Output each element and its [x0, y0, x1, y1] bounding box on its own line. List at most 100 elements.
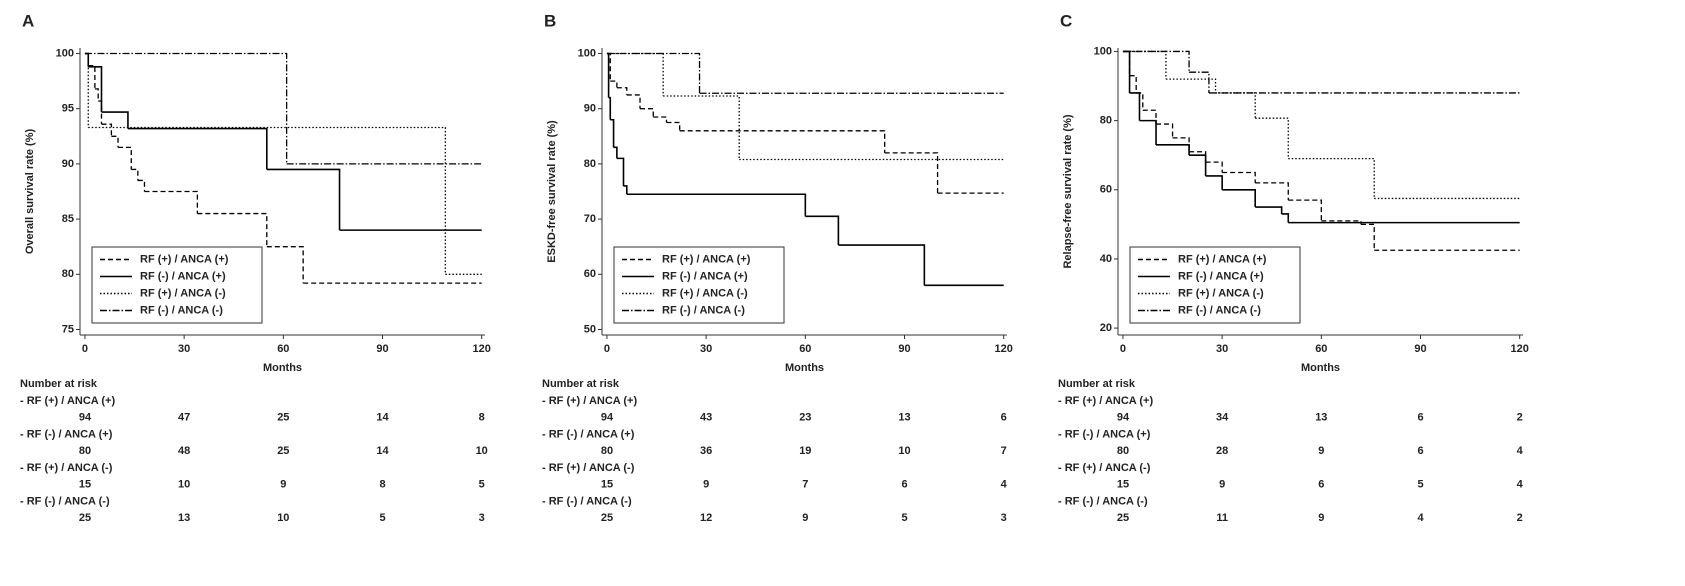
survival-step [640, 108, 654, 117]
survival-step [606, 52, 664, 97]
risk-count: 5 [479, 478, 485, 490]
survival-step [1189, 71, 1210, 93]
y-axis-label: Relapse-free survival rate (%) [1062, 114, 1074, 268]
x-tick-label: 60 [799, 343, 811, 355]
risk-count: 9 [703, 478, 709, 490]
survival-step [88, 126, 446, 275]
risk-count: 19 [799, 445, 811, 457]
risk-count: 28 [1216, 445, 1228, 457]
survival-step [131, 168, 139, 181]
survival-step [118, 146, 132, 170]
risk-count: 25 [277, 445, 289, 457]
survival-step [1129, 92, 1141, 121]
risk-row-label: - RF (+) / ANCA (+) [20, 395, 115, 407]
survival-step [84, 52, 288, 164]
panel-label: C [1060, 11, 1072, 30]
survival-step [88, 65, 103, 113]
x-tick-label: 60 [1315, 343, 1327, 355]
survival-step [679, 130, 886, 153]
legend-label: RF (+) / ANCA (+) [662, 253, 751, 265]
risk-count: 23 [799, 411, 811, 423]
survival-step [1281, 213, 1290, 223]
risk-count: 34 [1216, 411, 1229, 423]
survival-step [666, 121, 681, 131]
panel: C 20 40 60 80 100 0 30 60 90 120 Months Relapse-free… [1058, 11, 1529, 523]
y-tick-label: 100 [56, 47, 74, 59]
risk-count: 15 [1117, 478, 1129, 490]
survival-step [111, 135, 119, 148]
risk-row-label: - RF (+) / ANCA (-) [20, 462, 113, 474]
y-tick-label: 90 [584, 103, 596, 115]
legend-label: RF (-) / ANCA (-) [662, 304, 745, 316]
risk-count: 5 [379, 512, 385, 524]
survival-step [266, 168, 341, 231]
legend-label: RF (+) / ANCA (-) [140, 287, 226, 299]
y-tick-label: 40 [1100, 253, 1112, 265]
risk-count: 25 [79, 512, 91, 524]
risk-count: 14 [376, 411, 389, 423]
risk-count: 11 [1216, 512, 1228, 524]
x-tick-label: 0 [604, 343, 610, 355]
panel: B 50 60 70 80 90 100 0 30 60 90 120 Months ESKD-free … [542, 11, 1013, 523]
survival-step [1288, 199, 1322, 221]
risk-title: Number at risk [542, 378, 620, 390]
risk-count: 48 [178, 445, 190, 457]
survival-step [144, 190, 199, 214]
risk-count: 4 [1517, 478, 1524, 490]
survival-step [94, 88, 99, 101]
risk-row-label: - RF (+) / ANCA (+) [1058, 395, 1153, 407]
legend-label: RF (-) / ANCA (+) [1178, 270, 1264, 282]
x-axis-label: Months [1301, 362, 1340, 374]
y-tick-label: 70 [584, 213, 596, 225]
risk-count: 94 [601, 411, 614, 423]
legend-label: RF (-) / ANCA (+) [662, 270, 748, 282]
risk-count: 94 [1117, 411, 1130, 423]
risk-count: 9 [802, 512, 808, 524]
survival-step [1361, 223, 1375, 251]
survival-step [137, 179, 146, 192]
y-tick-label: 80 [62, 268, 74, 280]
risk-count: 13 [178, 512, 190, 524]
x-tick-label: 30 [178, 343, 190, 355]
risk-count: 9 [280, 478, 286, 490]
risk-count: 25 [277, 411, 289, 423]
survival-step [1139, 119, 1157, 145]
survival-step [127, 127, 268, 170]
legend-label: RF (+) / ANCA (+) [140, 253, 229, 265]
y-tick-label: 95 [62, 103, 74, 115]
risk-count: 25 [601, 512, 613, 524]
survival-step [1156, 123, 1174, 138]
legend-label: RF (-) / ANCA (+) [140, 270, 226, 282]
risk-row-label: - RF (-) / ANCA (-) [542, 495, 632, 507]
risk-count: 10 [277, 512, 289, 524]
x-axis-label: Months [785, 362, 824, 374]
risk-count: 2 [1517, 512, 1523, 524]
risk-count: 43 [700, 411, 712, 423]
risk-count: 15 [79, 478, 91, 490]
y-tick-label: 60 [1100, 184, 1112, 196]
survival-step [610, 118, 615, 148]
survival-step [606, 52, 610, 98]
risk-count: 13 [1315, 411, 1327, 423]
x-tick-label: 120 [1511, 343, 1529, 355]
risk-count: 2 [1517, 411, 1523, 423]
risk-count: 5 [1417, 478, 1423, 490]
survival-step [610, 80, 618, 88]
y-tick-label: 50 [584, 323, 596, 335]
survival-step [1288, 158, 1375, 199]
survival-step [1129, 75, 1137, 93]
legend-label: RF (+) / ANCA (+) [1178, 253, 1267, 265]
risk-count: 12 [700, 512, 712, 524]
risk-title: Number at risk [20, 378, 98, 390]
survival-step [623, 185, 628, 195]
y-tick-label: 75 [62, 323, 74, 335]
survival-step [101, 123, 113, 137]
panel-label: A [22, 11, 34, 30]
risk-count: 6 [1318, 478, 1324, 490]
survival-step [1255, 182, 1289, 201]
y-tick-label: 80 [584, 158, 596, 170]
risk-count: 47 [178, 411, 190, 423]
risk-count: 36 [700, 445, 712, 457]
x-tick-label: 90 [1414, 343, 1426, 355]
risk-count: 80 [79, 445, 91, 457]
